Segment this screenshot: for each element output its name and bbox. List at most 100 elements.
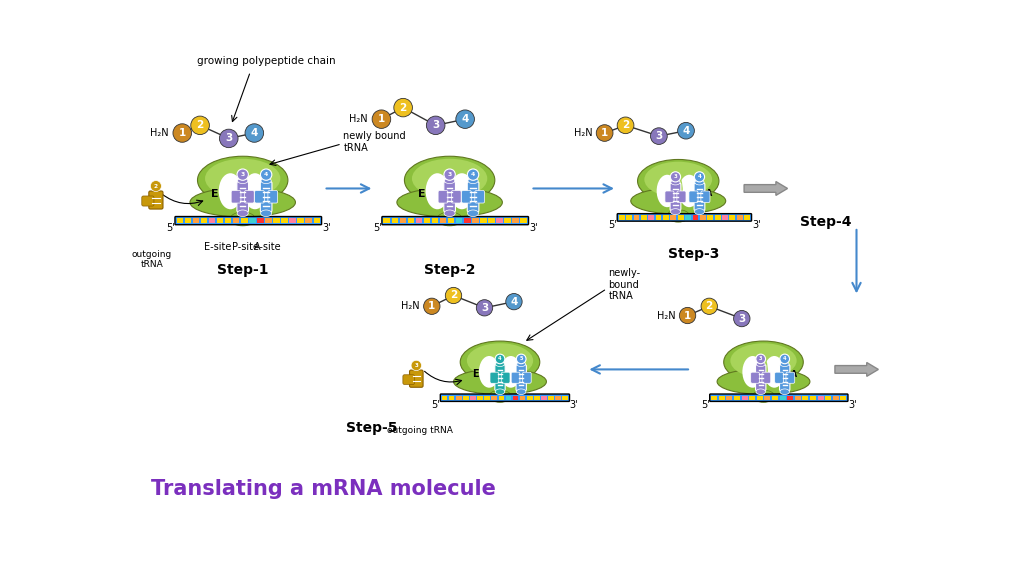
- FancyBboxPatch shape: [710, 394, 848, 401]
- Ellipse shape: [467, 343, 534, 378]
- Bar: [841, 396, 847, 400]
- Ellipse shape: [468, 210, 478, 217]
- Ellipse shape: [426, 173, 450, 209]
- Ellipse shape: [238, 178, 248, 184]
- Text: 2: 2: [154, 184, 158, 188]
- Text: 3: 3: [225, 134, 232, 143]
- Bar: [232, 218, 240, 223]
- Circle shape: [372, 110, 391, 128]
- Bar: [692, 215, 698, 219]
- Bar: [741, 396, 748, 400]
- Bar: [512, 218, 519, 223]
- Circle shape: [456, 110, 474, 128]
- Text: 3: 3: [415, 363, 418, 368]
- Circle shape: [424, 298, 440, 314]
- Text: 3': 3': [322, 223, 331, 233]
- Bar: [273, 218, 280, 223]
- Bar: [470, 396, 476, 400]
- Bar: [477, 396, 483, 400]
- Text: E: E: [418, 189, 426, 199]
- FancyBboxPatch shape: [751, 372, 760, 383]
- Bar: [803, 396, 808, 400]
- Bar: [484, 396, 489, 400]
- Bar: [634, 215, 639, 219]
- Text: Step-3: Step-3: [668, 247, 720, 261]
- Bar: [663, 215, 669, 219]
- Circle shape: [394, 98, 413, 117]
- Text: 3: 3: [759, 357, 763, 361]
- Text: E: E: [472, 369, 479, 380]
- Bar: [257, 218, 263, 223]
- Bar: [795, 396, 801, 400]
- Text: 4: 4: [682, 126, 690, 136]
- Ellipse shape: [444, 210, 456, 217]
- FancyBboxPatch shape: [700, 191, 710, 203]
- FancyBboxPatch shape: [617, 214, 752, 221]
- Bar: [527, 396, 532, 400]
- FancyBboxPatch shape: [245, 191, 254, 203]
- Circle shape: [506, 294, 522, 310]
- Bar: [729, 215, 735, 219]
- Bar: [305, 218, 312, 223]
- Ellipse shape: [238, 175, 248, 208]
- Bar: [655, 215, 662, 219]
- Ellipse shape: [496, 362, 505, 366]
- Text: newly-
bound
tRNA: newly- bound tRNA: [608, 268, 641, 301]
- Circle shape: [733, 310, 750, 327]
- Bar: [456, 218, 463, 223]
- FancyBboxPatch shape: [762, 372, 771, 383]
- FancyBboxPatch shape: [779, 365, 790, 391]
- Circle shape: [151, 180, 162, 192]
- Text: A: A: [707, 189, 713, 198]
- FancyBboxPatch shape: [694, 183, 705, 211]
- Bar: [424, 218, 430, 223]
- Circle shape: [671, 172, 681, 182]
- Ellipse shape: [397, 188, 503, 217]
- Text: Step-1: Step-1: [217, 263, 268, 277]
- Text: 4: 4: [462, 114, 469, 124]
- FancyBboxPatch shape: [402, 375, 415, 384]
- Text: 3: 3: [481, 303, 488, 313]
- Bar: [535, 396, 540, 400]
- Ellipse shape: [724, 341, 803, 383]
- Bar: [488, 218, 495, 223]
- Circle shape: [467, 169, 479, 180]
- Ellipse shape: [757, 362, 765, 366]
- Ellipse shape: [479, 356, 500, 388]
- Bar: [744, 215, 750, 219]
- Ellipse shape: [238, 210, 248, 217]
- Bar: [265, 218, 271, 223]
- Text: Step-2: Step-2: [424, 263, 475, 277]
- Bar: [750, 396, 756, 400]
- Bar: [719, 396, 725, 400]
- Text: A: A: [791, 370, 797, 379]
- Circle shape: [650, 128, 668, 145]
- FancyBboxPatch shape: [495, 365, 505, 391]
- Bar: [700, 215, 706, 219]
- Bar: [241, 218, 248, 223]
- Text: 3: 3: [655, 131, 663, 141]
- Bar: [548, 396, 554, 400]
- Bar: [449, 396, 455, 400]
- Bar: [562, 396, 568, 400]
- Text: 5': 5': [166, 223, 175, 233]
- FancyArrow shape: [835, 362, 879, 376]
- Ellipse shape: [230, 212, 255, 226]
- Text: 4: 4: [510, 297, 518, 306]
- Bar: [463, 396, 469, 400]
- Ellipse shape: [730, 343, 797, 378]
- Ellipse shape: [244, 173, 266, 209]
- Text: growing polypeptide chain: growing polypeptide chain: [197, 56, 335, 66]
- FancyBboxPatch shape: [148, 191, 163, 209]
- Bar: [209, 218, 215, 223]
- FancyBboxPatch shape: [410, 370, 423, 387]
- Circle shape: [694, 172, 705, 182]
- FancyBboxPatch shape: [689, 191, 698, 203]
- Ellipse shape: [753, 390, 774, 403]
- FancyBboxPatch shape: [670, 183, 681, 211]
- Circle shape: [190, 116, 209, 135]
- Text: 1: 1: [178, 128, 186, 138]
- Text: 2: 2: [197, 120, 204, 130]
- FancyBboxPatch shape: [255, 191, 264, 203]
- FancyBboxPatch shape: [665, 191, 674, 203]
